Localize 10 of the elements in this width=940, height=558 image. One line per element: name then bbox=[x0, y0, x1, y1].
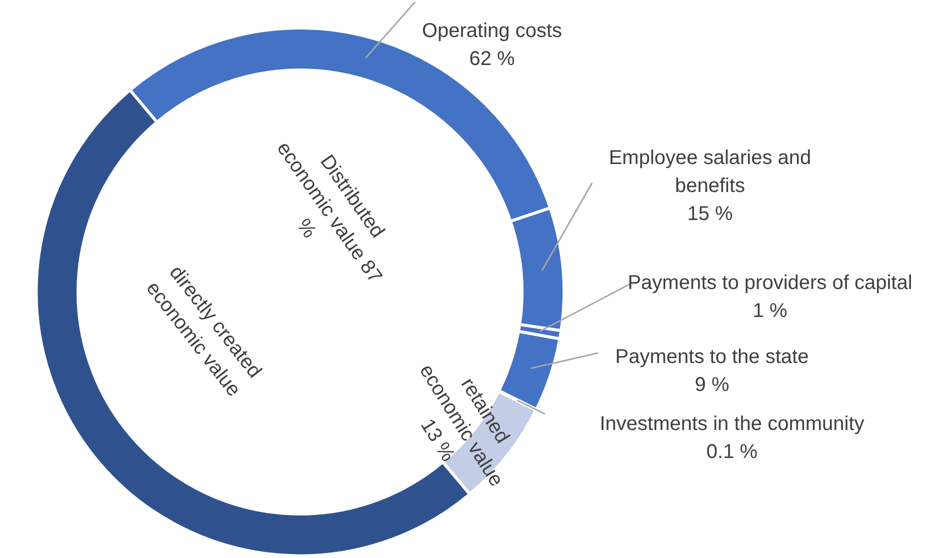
data-label: 15 % bbox=[687, 203, 734, 225]
slice-label: Employee salaries and benefits bbox=[608, 147, 812, 197]
data-label: 62 % bbox=[469, 48, 516, 70]
slice-label: Operating costs bbox=[422, 20, 562, 42]
data-label: 0.1 % bbox=[706, 441, 758, 463]
slice-label: Investments in the community bbox=[600, 413, 864, 435]
slice-label: Payments to providers of capital bbox=[628, 272, 912, 294]
slice-label: Payments to the state bbox=[615, 346, 809, 368]
data-label: 1 % bbox=[752, 300, 788, 322]
data-label: 9 % bbox=[694, 374, 730, 396]
